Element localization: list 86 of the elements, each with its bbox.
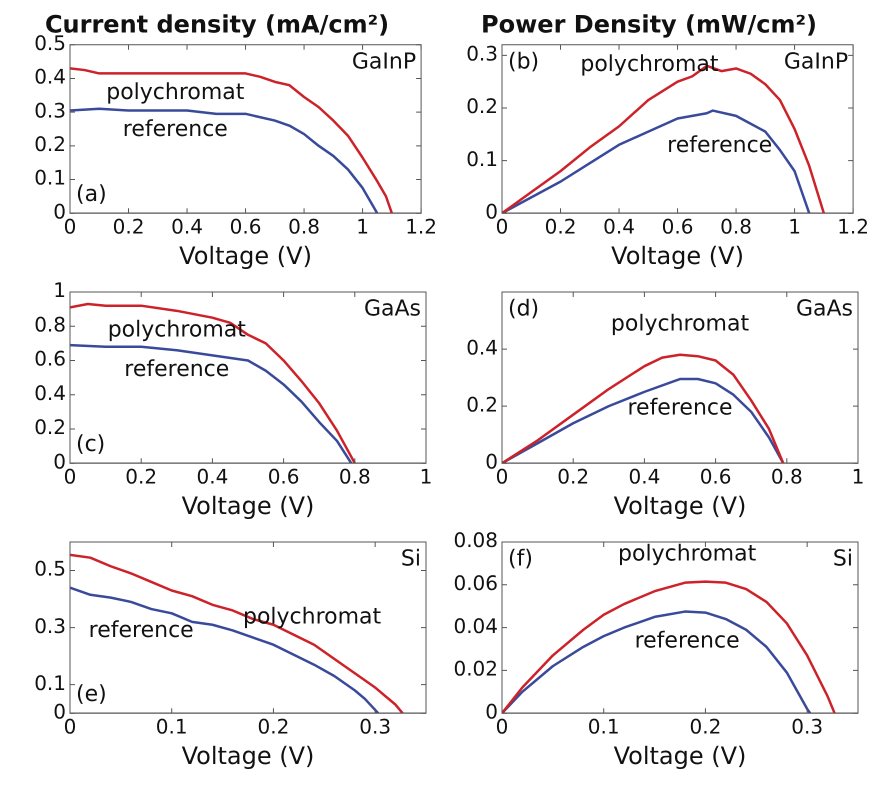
annotation: (d) [508,296,540,322]
x-tick-label: 1.2 [405,214,438,238]
x-tick-label: 0.1 [156,714,188,738]
annotation: (c) [76,432,106,457]
series-label: polychromat [243,604,382,630]
y-tick-label: 0.2 [466,392,498,416]
x-tick-label: 0.8 [288,214,320,238]
x-tick-label: 0.2 [258,714,290,738]
x-axis-title: Voltage (V) [614,492,746,520]
chart-title: Power Density (mW/cm²) [481,10,817,39]
series-label: reference [124,356,230,382]
series-label: polychromat [108,318,246,343]
x-tick-label: 0.6 [268,464,300,488]
y-tick-label: 0.1 [34,166,66,190]
annotation: GaAs [364,296,421,322]
y-tick-label: 0 [485,699,498,724]
y-tick-label: 0.2 [466,94,498,118]
x-tick-label: 0.2 [112,214,144,238]
y-tick-label: 0.3 [34,614,66,638]
x-tick-label: 1 [788,214,801,238]
x-tick-label: 0.8 [720,214,752,238]
y-tick-label: 0.5 [34,556,66,581]
y-tick-label: 0.4 [34,380,66,405]
x-tick-label: 0.2 [125,464,158,488]
x-tick-label: 0.6 [662,214,694,238]
series-label: reference [627,396,733,421]
x-axis-title: Voltage (V) [182,492,314,520]
x-tick-label: 0.6 [700,464,732,488]
x-tick-label: 1.2 [837,214,870,238]
annotation: (f) [508,546,533,572]
x-tick-label: 1 [420,464,432,488]
x-tick-label: 0.4 [171,214,203,238]
y-tick-label: 0 [485,199,498,224]
y-tick-label: 0 [53,699,66,724]
y-tick-label: 0.04 [453,614,498,638]
annotation: (e) [76,682,107,707]
x-tick-label: 0.2 [557,464,590,488]
y-tick-label: 0.1 [34,670,66,695]
y-tick-label: 0 [53,449,66,474]
x-tick-label: 1 [852,464,864,488]
x-axis-title: Voltage (V) [179,242,312,270]
y-tick-label: 0.4 [466,335,498,360]
y-tick-label: 0.1 [466,146,498,171]
annotation: Si [832,546,853,572]
x-axis-title: Voltage (V) [611,242,744,270]
x-tick-label: 0.6 [230,214,262,238]
y-tick-label: 0.08 [453,528,498,552]
y-tick-label: 0.3 [34,98,66,122]
x-tick-label: 0.2 [544,214,576,238]
series-label: polychromat [580,52,719,78]
annotation: GaInP [784,50,848,75]
series-label: reference [634,628,740,654]
y-tick-label: 0.3 [466,42,498,66]
x-tick-label: 0.3 [359,714,392,738]
y-tick-label: 0.2 [34,132,66,156]
x-axis-title: Voltage (V) [182,742,314,770]
y-tick-label: 0.4 [34,64,66,89]
y-tick-label: 0.06 [453,571,498,596]
series-label: polychromat [618,541,757,566]
annotation: Si [400,546,421,572]
x-tick-label: 0.2 [690,714,722,738]
series-label: reference [88,618,194,644]
x-axis-title: Voltage (V) [614,742,746,770]
x-tick-label: 0.4 [603,214,635,238]
y-tick-label: 1 [53,278,66,302]
x-tick-label: 0.8 [338,464,371,488]
x-tick-label: 0.4 [628,464,660,488]
y-tick-label: 0.6 [34,346,66,371]
x-tick-label: 0.8 [770,464,803,488]
series-label: reference [667,132,772,158]
y-tick-label: 0 [485,449,498,474]
annotation: (b) [508,50,540,75]
y-tick-label: 0 [53,199,66,224]
x-tick-label: 0.4 [196,464,228,488]
series-label: polychromat [106,80,245,106]
y-tick-label: 0.8 [34,312,66,336]
series-label: polychromat [610,311,750,336]
series-label: reference [122,117,228,142]
y-tick-label: 0.2 [34,415,66,440]
annotation: (a) [76,182,107,207]
annotation: GaAs [796,296,853,322]
x-tick-label: 1 [356,214,369,238]
y-tick-label: 0.02 [453,656,498,681]
x-tick-label: 0.1 [588,714,620,738]
annotation: GaInP [352,50,416,75]
x-tick-label: 0.3 [791,714,824,738]
